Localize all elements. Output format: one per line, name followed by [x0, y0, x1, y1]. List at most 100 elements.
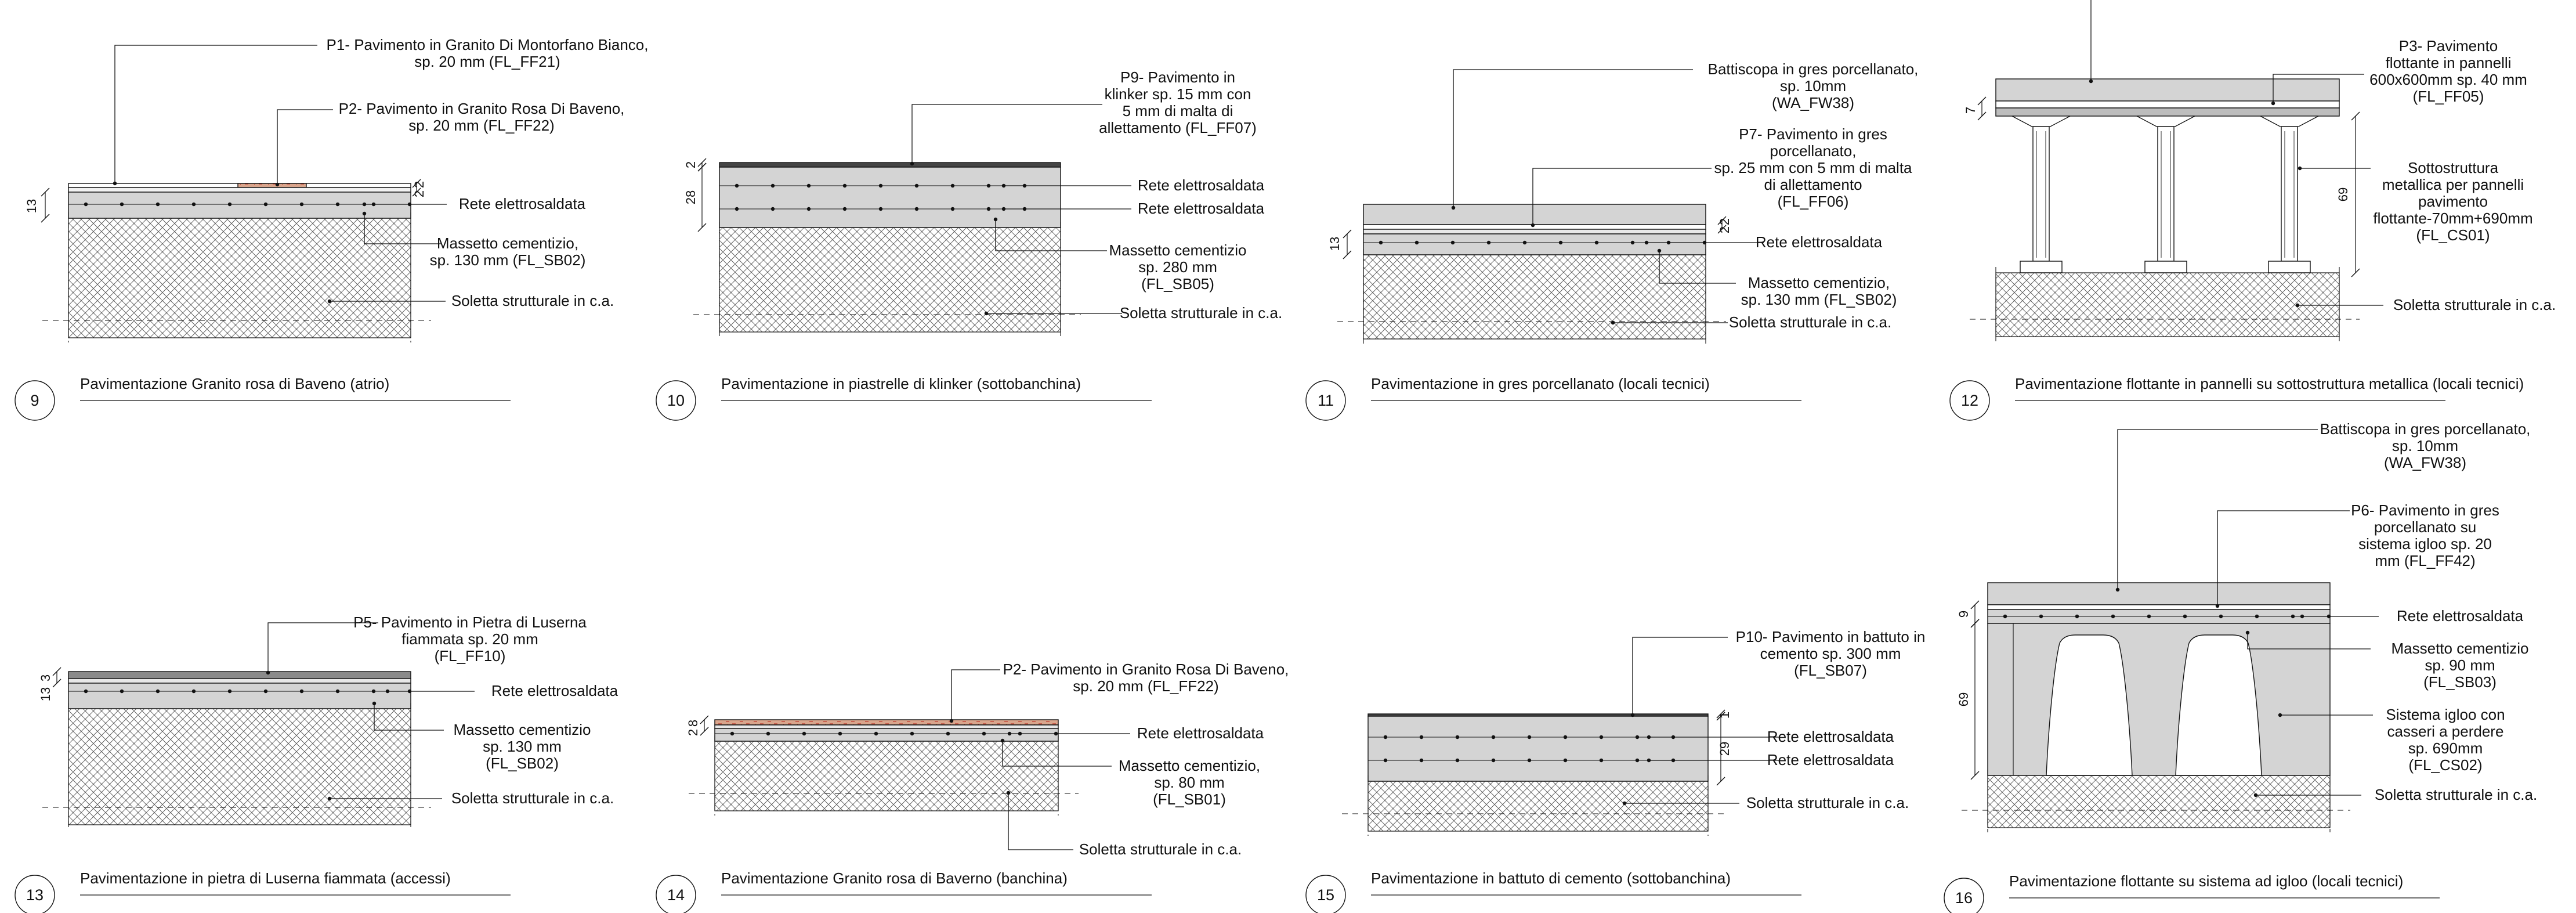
mesh-bar [1630, 240, 1635, 245]
leader-dot [1622, 801, 1627, 806]
detail-number-circle [15, 380, 55, 421]
leader-dot [275, 182, 280, 187]
dimension-tick [700, 715, 709, 724]
mesh-bar [299, 689, 304, 694]
leader-dot [2115, 587, 2120, 592]
callout-label-line: sp. 130 mm (FL_SB02) [430, 251, 586, 269]
callout-label-line: casseri a perdere [2387, 723, 2504, 740]
mesh-bar [982, 731, 986, 736]
detail-number-circle [1305, 875, 1346, 913]
dimension-tick [52, 679, 61, 688]
leader-dot [1630, 713, 1635, 717]
mesh-bar [806, 207, 811, 211]
callout-label-line: (FL_CS01) [2416, 226, 2490, 244]
pedestal-column [2032, 126, 2050, 262]
detail-9: 2 2 13 P1- Pavimento in Granito Di Montorfa… [15, 36, 649, 421]
callout-label-line: flottante in pannelli [2386, 54, 2512, 71]
mesh-bar [914, 183, 919, 188]
callout-label-line: (FL_SB05) [1141, 275, 1214, 293]
detail-number: 9 [30, 392, 39, 409]
detail-title: Pavimentazione in battuto di cemento (so… [1371, 869, 1731, 887]
dimension-tick [1717, 216, 1727, 225]
igloo-void [2046, 634, 2133, 776]
mesh-bar [1599, 735, 1604, 739]
callout-label-line: pavimento [2418, 193, 2488, 210]
leader-dot [1611, 320, 1615, 325]
detail-number: 14 [667, 886, 685, 904]
callout-label: Rete elettrosaldata [1756, 233, 1883, 251]
callout-label-line: (FL_FF10) [435, 647, 506, 665]
mesh-bar [770, 183, 775, 188]
leader-dot [949, 719, 954, 723]
screed-layer [719, 167, 1061, 228]
mesh-bar [986, 183, 991, 188]
callout-label-line: sp. 90 mm [2425, 656, 2495, 674]
mesh-bar [806, 183, 811, 188]
leader-dot [372, 701, 377, 706]
leader-dot [2298, 166, 2302, 171]
mesh-bar [1491, 758, 1496, 763]
detail-number-circle [1944, 878, 1984, 913]
structural-slab [68, 218, 411, 338]
mesh-bar [191, 202, 196, 207]
callout-label-line: Soletta strutturale in c.a. [1079, 840, 1242, 858]
cement-screed-layer [1367, 716, 1709, 782]
mesh-bar [2039, 614, 2043, 619]
dimension-value: 9 [1956, 611, 1971, 618]
callout-label-line: flottante-70mm+690mm [2373, 210, 2532, 227]
mesh-bar [120, 689, 124, 694]
mesh-bar [1486, 240, 1491, 245]
mesh-bar [1414, 240, 1419, 245]
callout-label-line: Rete elettrosaldata [459, 195, 586, 212]
leader-line [1659, 251, 1736, 284]
leader-dot [1644, 240, 1649, 245]
dimension-value: 69 [2336, 187, 2350, 201]
leader-line [1008, 793, 1073, 850]
dimension-tick [1716, 709, 1725, 719]
leader-dot [1001, 183, 1006, 188]
detail-number-circle [656, 875, 696, 913]
skirting-layer [1363, 204, 1706, 225]
callout-label-line: sp. 10mm [2392, 437, 2458, 454]
mesh-bar [838, 731, 842, 736]
mesh-bar [2291, 614, 2295, 619]
mesh-bar [1527, 758, 1532, 763]
structural-slab [719, 227, 1061, 333]
callout-label: Rete elettrosaldata [1767, 728, 1894, 745]
detail-number-circle [656, 380, 696, 421]
mesh-bar [263, 202, 268, 207]
callout-label-line: P1- Pavimento in Granito Di Montorfano B… [327, 36, 649, 53]
mesh-bar [986, 207, 991, 211]
dimension-value: 2 [1717, 218, 1732, 225]
callout-label-line: sp. 20 mm (FL_FF22) [1073, 677, 1218, 695]
finish-layer-gres [1987, 604, 2331, 610]
callout-label: Rete elettrosaldata [1767, 751, 1894, 768]
callout-label-line: Rete elettrosaldata [1138, 176, 1265, 194]
detail-title: Pavimentazione in gres porcellanato (loc… [1371, 375, 1710, 392]
callout-label-line: (WA_FW38) [2384, 454, 2466, 471]
mesh-bar [227, 689, 232, 694]
callout-label: Massetto cementizio,sp. 130 mm (FL_SB02) [430, 234, 586, 269]
leader-dot [1647, 735, 1651, 739]
dimension-tick [41, 214, 50, 223]
mesh-bar [1599, 758, 1604, 763]
callout-label-line: P2- Pavimento in Granito Rosa Di Baveno, [339, 100, 625, 117]
dimension-tick [1716, 712, 1725, 721]
mesh-bar [914, 207, 919, 211]
callout-label-line: metallica per pannelli [2382, 176, 2524, 193]
mesh-bar [1558, 240, 1563, 245]
dimension-tick [700, 727, 709, 736]
mesh-bar [2147, 614, 2151, 619]
mesh-bar [155, 202, 160, 207]
mesh-bar [842, 207, 847, 211]
mesh-bar [730, 731, 735, 736]
callout-label-line: P6- Pavimento in gres [2351, 501, 2499, 519]
detail-number-circle [1949, 380, 1990, 421]
callout-label-line: Sistema igloo con [2386, 706, 2505, 723]
callout-label: P5- Pavimento in Pietra di Lusernafiamma… [353, 614, 587, 665]
mesh-bar [155, 689, 160, 694]
mesh-bar [2219, 614, 2223, 619]
leader-dot [385, 689, 390, 694]
callout-label-line: P10- Pavimento in battuto in [1736, 628, 1926, 645]
